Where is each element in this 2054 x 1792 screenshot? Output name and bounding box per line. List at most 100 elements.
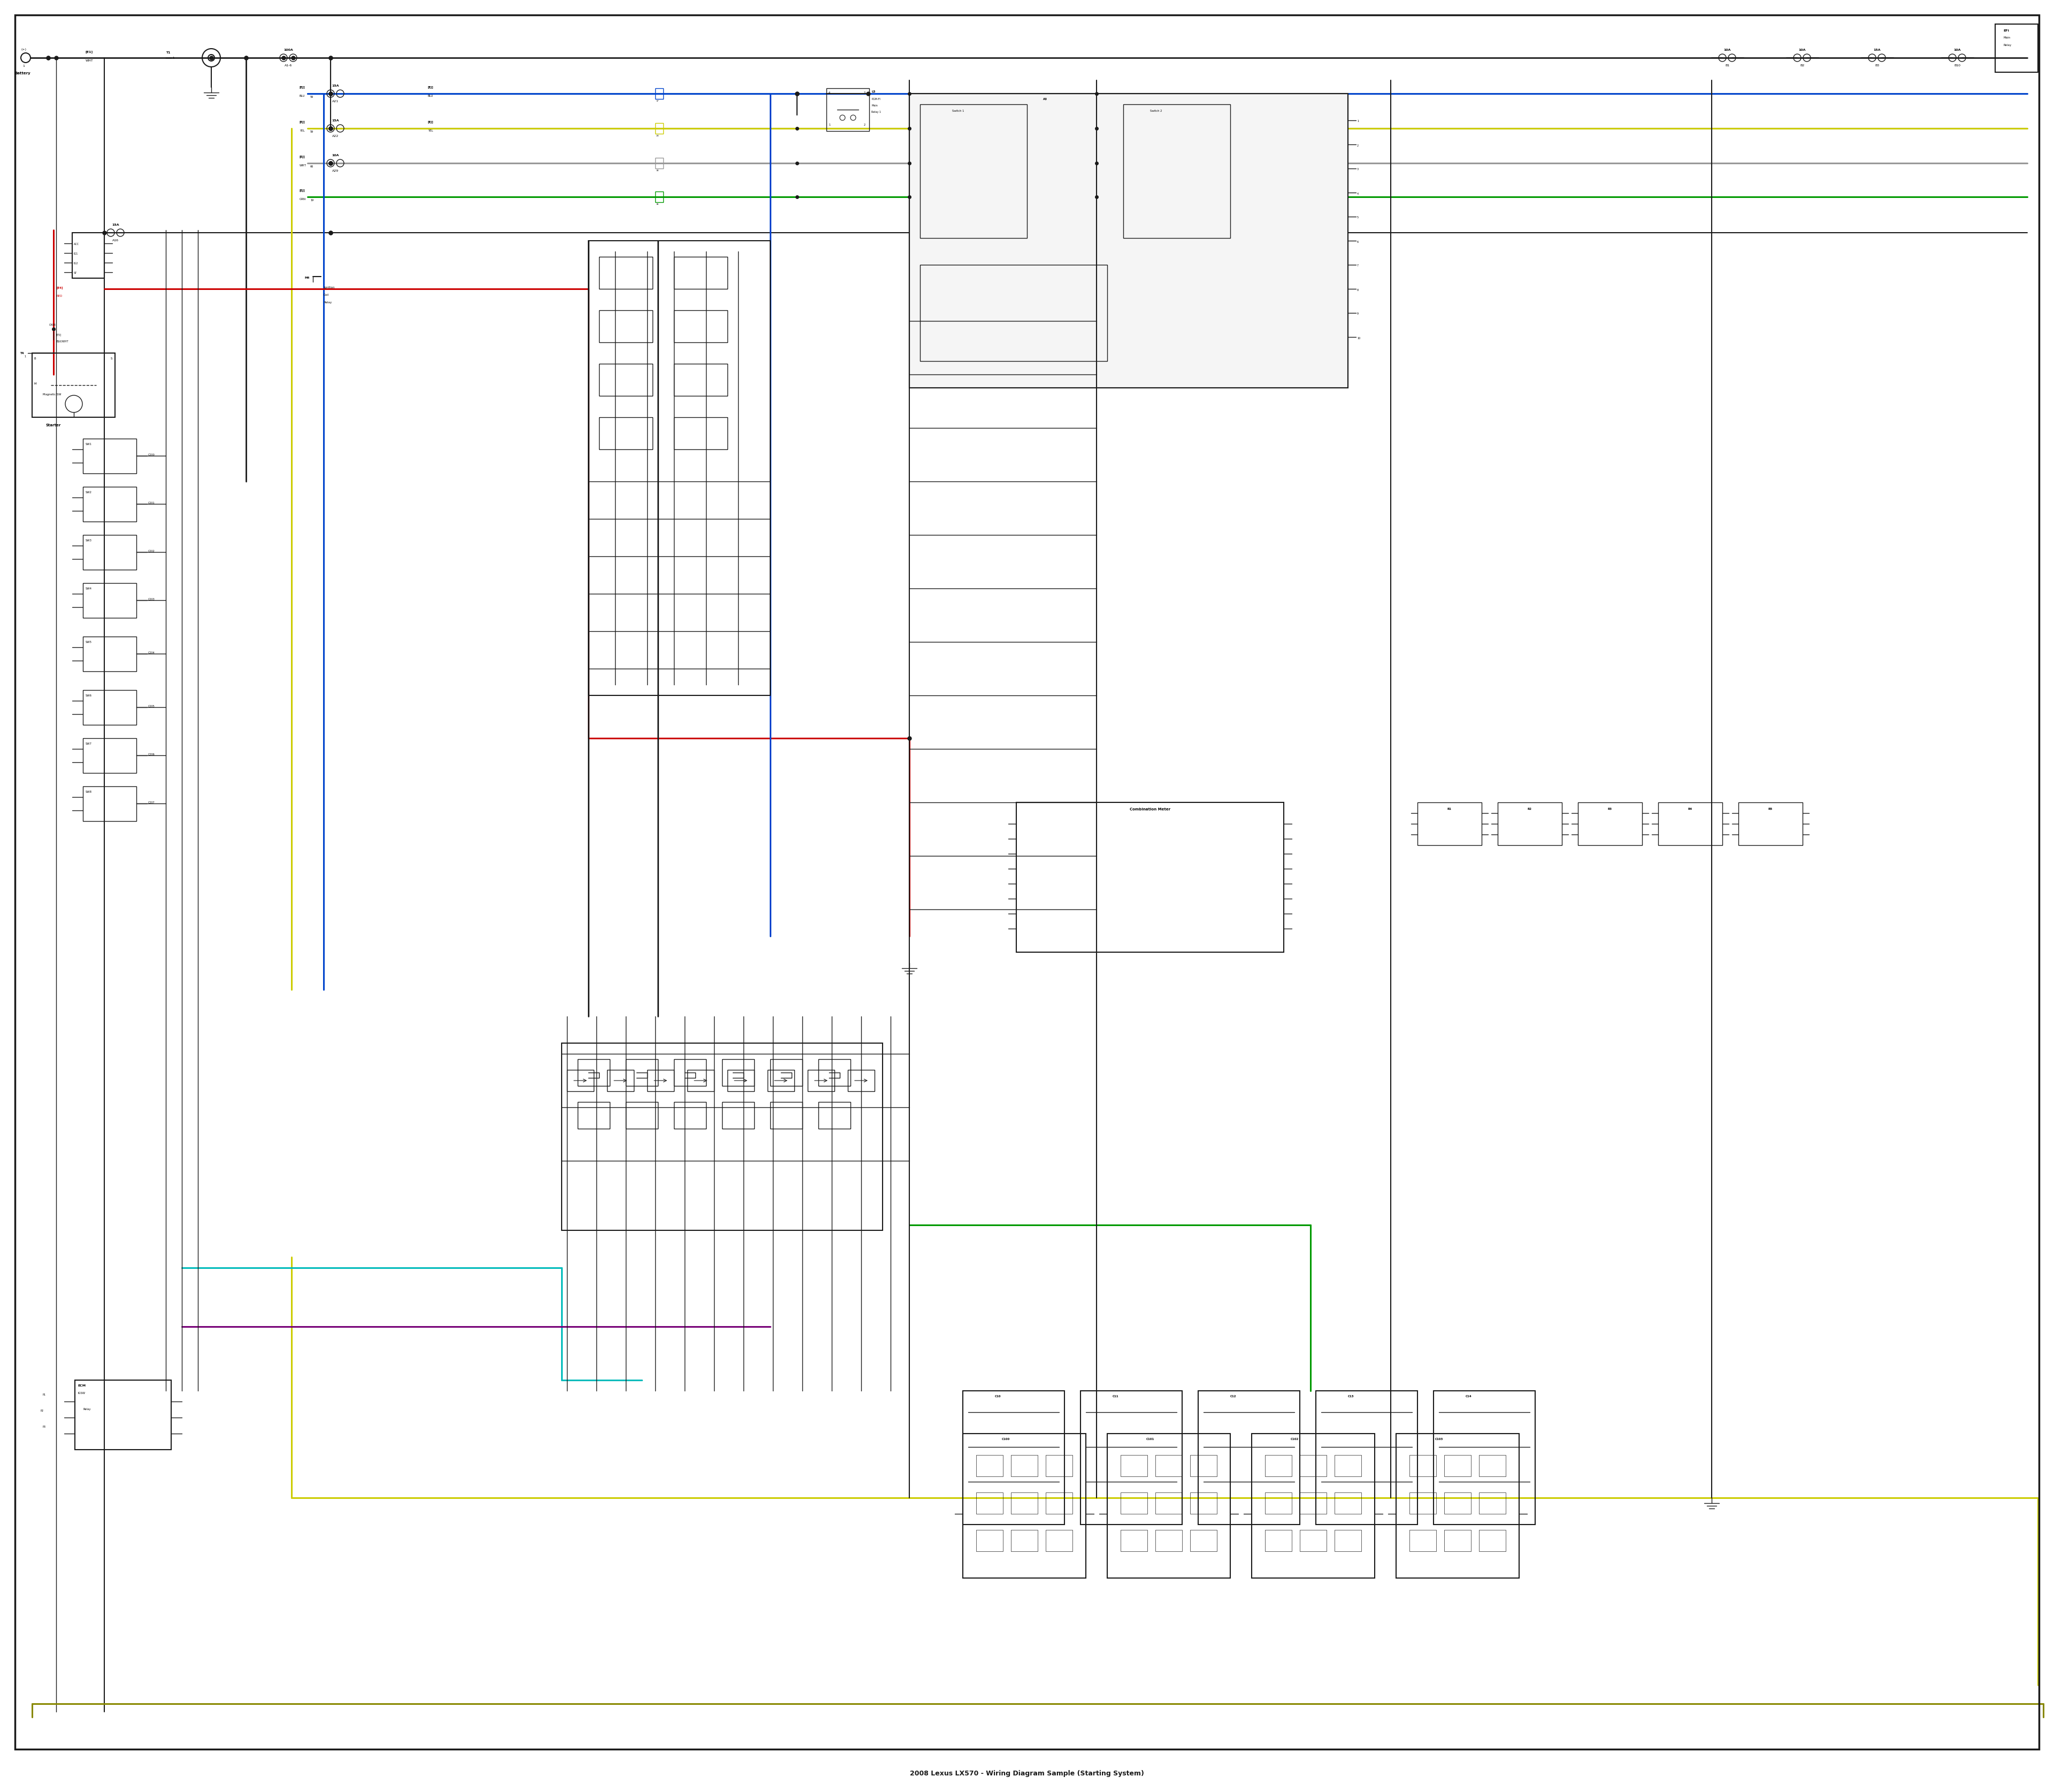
Bar bbox=[1300, 1455, 1327, 1477]
Text: R2: R2 bbox=[1528, 808, 1532, 810]
Text: Magnetic SW: Magnetic SW bbox=[43, 392, 62, 396]
Text: 24: 24 bbox=[657, 134, 659, 136]
Text: 2008 Lexus LX570 - Wiring Diagram Sample (Starting System): 2008 Lexus LX570 - Wiring Diagram Sample… bbox=[910, 1770, 1144, 1776]
Text: ST: ST bbox=[74, 272, 78, 274]
Bar bbox=[1189, 1530, 1216, 1552]
Bar bbox=[1444, 1530, 1471, 1552]
Bar bbox=[1409, 1455, 1436, 1477]
Bar bbox=[82, 582, 136, 618]
Text: IG1: IG1 bbox=[74, 253, 78, 256]
Bar bbox=[1479, 1455, 1506, 1477]
Bar bbox=[807, 1070, 834, 1091]
Text: A16: A16 bbox=[113, 238, 119, 242]
Bar bbox=[600, 364, 653, 396]
Bar bbox=[600, 310, 653, 342]
Text: C100: C100 bbox=[1002, 1437, 1011, 1441]
Bar bbox=[655, 192, 663, 202]
Text: [EJ]: [EJ] bbox=[427, 86, 433, 90]
Text: PGM-FI: PGM-FI bbox=[871, 99, 881, 100]
Text: P1: P1 bbox=[43, 1394, 45, 1396]
Bar bbox=[1121, 1530, 1148, 1552]
Bar bbox=[770, 1102, 803, 1129]
Text: SW8: SW8 bbox=[86, 790, 92, 794]
Text: R4: R4 bbox=[1688, 808, 1692, 810]
Text: SW7: SW7 bbox=[86, 742, 92, 745]
Text: 15A: 15A bbox=[111, 224, 119, 226]
Text: C406: C406 bbox=[49, 324, 55, 326]
Bar bbox=[74, 1380, 170, 1450]
Bar bbox=[1154, 1455, 1183, 1477]
Text: WHT: WHT bbox=[86, 59, 94, 63]
Text: EFI: EFI bbox=[2003, 29, 2009, 32]
Bar bbox=[82, 487, 136, 521]
Bar bbox=[1265, 1455, 1292, 1477]
Text: P3: P3 bbox=[43, 1426, 45, 1428]
Text: 10A: 10A bbox=[1799, 48, 1805, 52]
Bar bbox=[963, 1391, 1064, 1525]
Bar bbox=[768, 1070, 795, 1091]
Text: BLU: BLU bbox=[300, 95, 306, 97]
Bar bbox=[1577, 803, 1641, 846]
Text: C206: C206 bbox=[148, 753, 154, 756]
Text: [E4]: [E4] bbox=[55, 287, 64, 289]
Bar bbox=[33, 353, 115, 418]
Bar bbox=[72, 233, 105, 278]
Text: L5: L5 bbox=[871, 90, 875, 93]
Bar bbox=[1317, 1391, 1417, 1525]
Text: Switch 1: Switch 1 bbox=[953, 109, 963, 113]
Bar bbox=[1479, 1530, 1506, 1552]
Text: 100A: 100A bbox=[283, 48, 294, 52]
Bar bbox=[600, 256, 653, 289]
Bar bbox=[910, 93, 1347, 387]
Bar bbox=[674, 418, 727, 450]
Bar bbox=[674, 1102, 707, 1129]
Bar bbox=[1045, 1493, 1072, 1514]
Text: 59: 59 bbox=[310, 95, 314, 99]
Text: C11: C11 bbox=[1113, 1396, 1119, 1398]
Text: C13: C13 bbox=[1347, 1396, 1354, 1398]
Text: ACC: ACC bbox=[74, 244, 80, 246]
Bar bbox=[1121, 1455, 1148, 1477]
Bar bbox=[1397, 1434, 1520, 1579]
Text: Starter: Starter bbox=[45, 423, 62, 426]
Bar bbox=[1265, 1493, 1292, 1514]
Bar bbox=[655, 158, 663, 168]
Text: 19: 19 bbox=[310, 199, 314, 202]
Text: [EJ]: [EJ] bbox=[300, 86, 306, 90]
Text: [E5]: [E5] bbox=[55, 333, 62, 335]
Text: YEL: YEL bbox=[427, 129, 433, 133]
Text: B1: B1 bbox=[1725, 65, 1729, 66]
Bar bbox=[1335, 1493, 1362, 1514]
Text: A22: A22 bbox=[333, 134, 339, 138]
Text: [E1]: [E1] bbox=[86, 50, 92, 54]
Text: Relay 1: Relay 1 bbox=[871, 111, 881, 113]
Bar bbox=[587, 240, 770, 695]
Bar bbox=[1154, 1493, 1183, 1514]
Text: C201: C201 bbox=[148, 502, 154, 504]
Bar bbox=[626, 1059, 657, 1086]
Bar bbox=[976, 1455, 1002, 1477]
Text: GRN: GRN bbox=[300, 197, 306, 201]
Bar bbox=[976, 1530, 1002, 1552]
Bar bbox=[82, 787, 136, 821]
Bar bbox=[82, 690, 136, 724]
Text: B2: B2 bbox=[1799, 65, 1803, 66]
Bar bbox=[1189, 1493, 1216, 1514]
Bar bbox=[1335, 1455, 1362, 1477]
Text: C203: C203 bbox=[148, 599, 154, 600]
Text: SW5: SW5 bbox=[86, 642, 92, 643]
Bar bbox=[1409, 1493, 1436, 1514]
Text: SW2: SW2 bbox=[86, 491, 92, 495]
Text: YEL: YEL bbox=[300, 129, 304, 133]
Bar bbox=[1434, 1391, 1534, 1525]
Bar bbox=[1154, 1530, 1183, 1552]
Bar bbox=[1994, 23, 2038, 72]
Bar bbox=[1011, 1493, 1037, 1514]
Bar bbox=[1409, 1530, 1436, 1552]
Bar bbox=[817, 1102, 850, 1129]
Text: Coil: Coil bbox=[325, 294, 329, 296]
Text: B3: B3 bbox=[1875, 65, 1879, 66]
Text: 66: 66 bbox=[310, 165, 314, 168]
Text: Ignition: Ignition bbox=[325, 287, 335, 289]
Bar bbox=[1417, 803, 1481, 846]
